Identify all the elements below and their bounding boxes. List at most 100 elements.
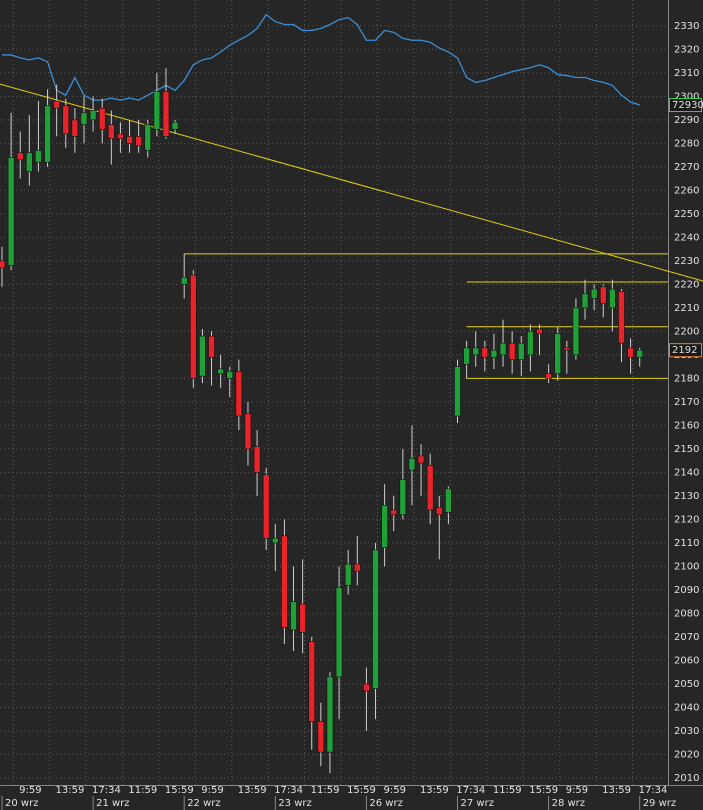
candle-body <box>527 331 534 356</box>
x-tick-label: 17:34 <box>639 785 668 796</box>
candle-body <box>636 349 644 358</box>
x-tick-label: 13:59 <box>56 785 85 796</box>
candle-body <box>344 563 352 586</box>
x-tick-label: 11:59 <box>311 785 340 796</box>
candle-body <box>117 133 124 139</box>
x-tick-label: 15:59 <box>529 785 558 796</box>
candle-body <box>581 293 589 309</box>
candle-body <box>235 371 243 417</box>
candle-body <box>0 260 6 269</box>
y-tick-label: 2090 <box>674 585 699 596</box>
candle-body <box>190 274 197 379</box>
candle-body <box>517 342 525 360</box>
y-tick-label: 2170 <box>674 397 699 408</box>
candle-body <box>317 721 325 753</box>
candle-body <box>126 136 133 144</box>
overlay-line <box>2 13 640 106</box>
candle-body <box>217 368 224 374</box>
y-tick-label: 2080 <box>674 608 699 619</box>
y-tick-label: 2030 <box>674 726 699 737</box>
date-label: 29 wrz <box>643 798 676 809</box>
date-label: 28 wrz <box>552 798 585 809</box>
date-label: 23 wrz <box>278 798 311 809</box>
candle-body <box>545 373 552 379</box>
trend-line <box>0 83 703 282</box>
candle-body <box>554 333 562 374</box>
candle-body <box>271 537 279 544</box>
candle-body <box>7 157 15 266</box>
candle-body <box>108 124 115 139</box>
candle-body <box>290 601 297 631</box>
candle-body <box>481 347 489 358</box>
candle-body <box>372 549 379 689</box>
y-tick-label: 2210 <box>674 303 699 314</box>
candle-body <box>35 150 42 163</box>
x-tick-label: 15:59 <box>347 785 376 796</box>
y-tick-label: 2050 <box>674 679 699 690</box>
x-tick-label: 9:59 <box>384 785 406 796</box>
candle-body <box>171 121 179 130</box>
x-tick-label: 9:59 <box>201 785 223 796</box>
candle-body <box>244 413 252 450</box>
candle-body <box>563 347 571 351</box>
y-tick-label: 2230 <box>674 256 699 267</box>
y-tick-label: 2310 <box>674 68 699 79</box>
candle-body <box>281 535 288 628</box>
candle-body <box>426 465 434 511</box>
x-tick-label: 9:59 <box>566 785 588 796</box>
candle-body <box>590 288 598 299</box>
y-tick-label: 2160 <box>674 420 699 431</box>
candle-body <box>308 641 316 722</box>
y-tick-label: 2330 <box>674 21 699 32</box>
last-value-box <box>669 343 702 358</box>
candle-body <box>16 152 24 161</box>
candle-body <box>199 335 206 377</box>
candle-body <box>335 587 343 678</box>
x-tick-label: 11:59 <box>128 785 157 796</box>
candle-body <box>417 455 425 464</box>
x-tick-label: 13:59 <box>238 785 267 796</box>
x-tick-label: 15:59 <box>165 785 194 796</box>
candle-body <box>618 291 625 344</box>
y-tick-label: 2270 <box>674 162 699 173</box>
candle-body <box>71 119 79 137</box>
y-tick-label: 2290 <box>674 115 699 126</box>
x-tick-label: 17:34 <box>92 785 121 796</box>
y-tick-label: 2020 <box>674 749 699 760</box>
y-tick-label: 2180 <box>674 373 699 384</box>
candle-body <box>472 347 480 356</box>
y-tick-label: 2220 <box>674 279 699 290</box>
candle-body <box>162 91 170 137</box>
y-tick-label: 2130 <box>674 491 699 502</box>
candle-body <box>381 505 388 548</box>
candle-body <box>89 110 97 121</box>
candle-body <box>299 603 306 633</box>
x-tick-label: 11:59 <box>493 785 522 796</box>
candle-body <box>627 347 634 358</box>
y-tick-label: 2140 <box>674 467 699 478</box>
candle-body <box>508 342 516 360</box>
candle-body <box>536 328 543 335</box>
candle-body <box>390 509 398 516</box>
y-tick-label: 2120 <box>674 514 699 525</box>
last-value-label: 72930 <box>672 100 703 111</box>
y-tick-label: 2110 <box>674 538 699 549</box>
y-tick-label: 2070 <box>674 632 699 643</box>
y-tick-label: 2040 <box>674 702 699 713</box>
candle-body <box>435 507 443 516</box>
candle-body <box>208 335 215 358</box>
y-tick-label: 2240 <box>674 232 699 243</box>
candle-body <box>44 105 51 163</box>
x-tick-label: 17:34 <box>456 785 485 796</box>
y-tick-label: 2150 <box>674 444 699 455</box>
candle-body <box>463 347 470 365</box>
candle-body <box>445 488 452 513</box>
x-tick-label: 9:59 <box>19 785 41 796</box>
candle-body <box>180 277 188 285</box>
y-tick-label: 2280 <box>674 138 699 149</box>
x-tick-label: 13:59 <box>420 785 449 796</box>
date-label: 20 wrz <box>5 798 38 809</box>
candle-body <box>98 107 106 130</box>
